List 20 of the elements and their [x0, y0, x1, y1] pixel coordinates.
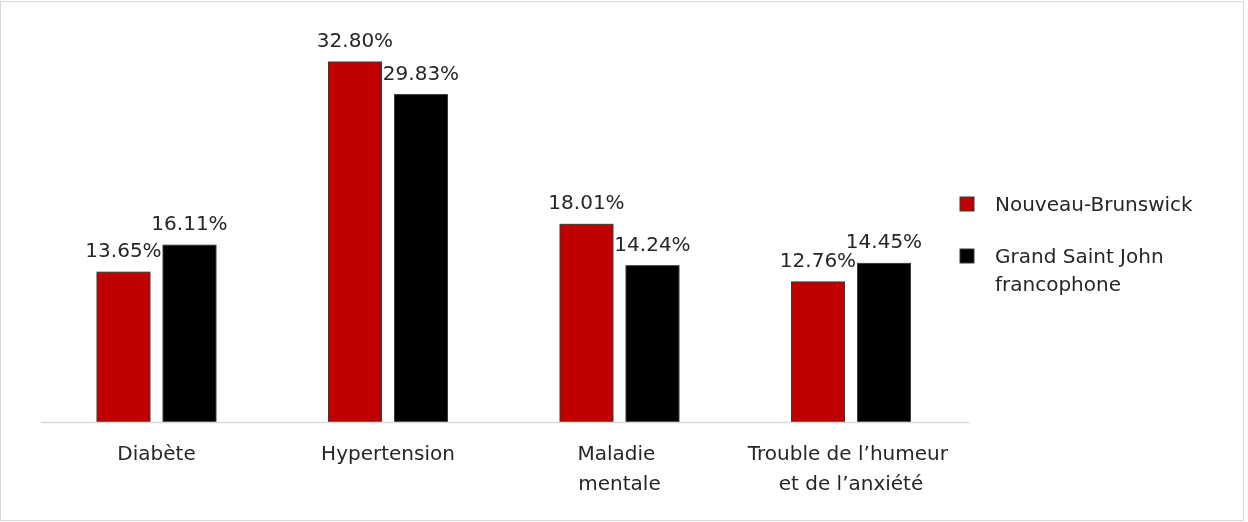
bar	[162, 244, 217, 423]
data-label: 14.24%	[614, 231, 691, 256]
data-label: 29.83%	[382, 60, 460, 85]
bar	[791, 281, 845, 423]
bar	[394, 94, 448, 423]
x-tick-label: Maladie mentale	[577, 441, 662, 495]
data-label: 32.80%	[316, 28, 394, 52]
x-tick-label: Trouble de l’humeur et de l’anxiété	[746, 441, 955, 495]
data-label: 18.01%	[548, 190, 625, 215]
bar	[96, 271, 151, 423]
legend-label: Nouveau-Brunswick	[995, 192, 1194, 216]
bar	[328, 61, 382, 423]
x-tick-label: Hypertension	[321, 441, 455, 465]
bar	[559, 223, 614, 423]
data-label: 13.65%	[85, 238, 162, 263]
x-tick-label: Diabète	[117, 441, 196, 465]
bar	[625, 265, 680, 423]
data-label: 16.11%	[151, 211, 228, 236]
bar	[857, 262, 911, 423]
legend-label: Grand Saint John francophone	[995, 244, 1170, 296]
